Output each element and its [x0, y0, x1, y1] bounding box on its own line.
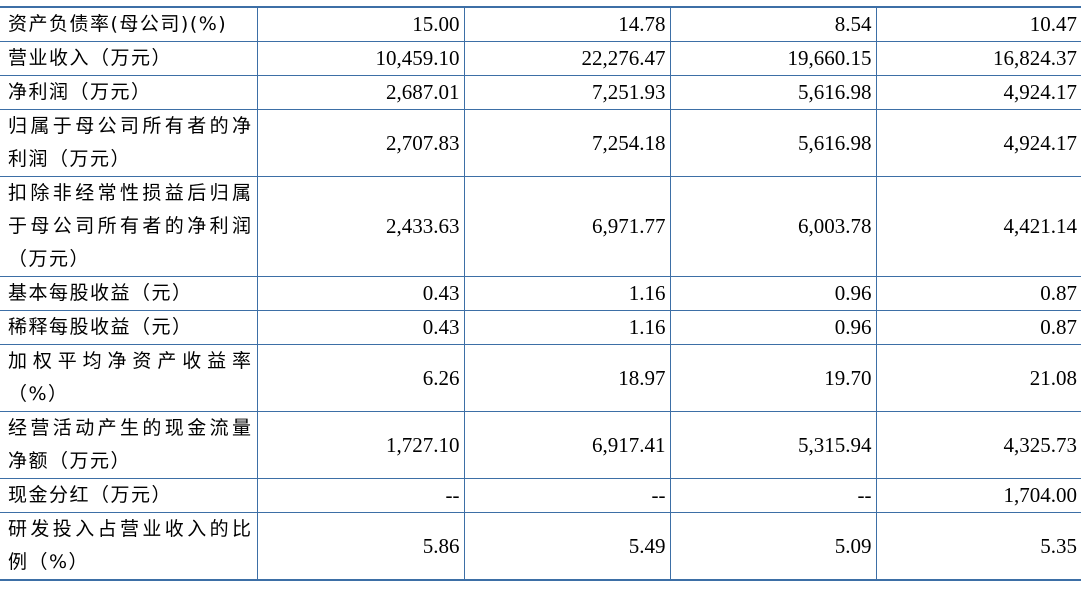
value-cell: 0.87: [875, 276, 1081, 311]
row-label: 净利润（万元）: [0, 75, 258, 110]
table-row: 经营活动产生的现金流量净额（万元） 1,727.10 6,917.41 5,31…: [0, 411, 1081, 479]
row-label: 扣除非经常性损益后归属于母公司所有者的净利润（万元）: [0, 176, 258, 277]
table-row: 基本每股收益（元） 0.43 1.16 0.96 0.87: [0, 276, 1081, 311]
value-cell: 6,917.41: [463, 411, 671, 479]
value-cell: 2,707.83: [256, 109, 465, 177]
value-cell: 6,971.77: [463, 176, 671, 277]
table-row: 现金分红（万元） -- -- -- 1,704.00: [0, 478, 1081, 513]
row-label: 研发投入占营业收入的比例（%）: [0, 512, 258, 579]
table-row: 加权平均净资产收益率（%） 6.26 18.97 19.70 21.08: [0, 344, 1081, 412]
table-row: 研发投入占营业收入的比例（%） 5.86 5.49 5.09 5.35: [0, 512, 1081, 579]
value-cell: 5,616.98: [669, 75, 877, 110]
table-row: 稀释每股收益（元） 0.43 1.16 0.96 0.87: [0, 310, 1081, 345]
value-cell: --: [463, 478, 671, 513]
value-cell: 5.35: [875, 512, 1081, 579]
value-cell: 6,003.78: [669, 176, 877, 277]
row-label: 营业收入（万元）: [0, 41, 258, 76]
value-cell: 1.16: [463, 276, 671, 311]
value-cell: 4,924.17: [875, 75, 1081, 110]
value-cell: 14.78: [463, 8, 671, 42]
value-cell: 16,824.37: [875, 41, 1081, 76]
table-row: 营业收入（万元） 10,459.10 22,276.47 19,660.15 1…: [0, 41, 1081, 76]
value-cell: 15.00: [256, 8, 465, 42]
value-cell: 5.86: [256, 512, 465, 579]
value-cell: 0.43: [256, 276, 465, 311]
value-cell: 4,325.73: [875, 411, 1081, 479]
row-label: 加权平均净资产收益率（%）: [0, 344, 258, 412]
value-cell: 7,251.93: [463, 75, 671, 110]
row-label: 归属于母公司所有者的净利润（万元）: [0, 109, 258, 177]
value-cell: 0.96: [669, 310, 877, 345]
table-row: 归属于母公司所有者的净利润（万元） 2,707.83 7,254.18 5,61…: [0, 109, 1081, 177]
value-cell: 18.97: [463, 344, 671, 412]
row-label: 现金分红（万元）: [0, 478, 258, 513]
value-cell: 2,687.01: [256, 75, 465, 110]
value-cell: 2,433.63: [256, 176, 465, 277]
value-cell: 0.87: [875, 310, 1081, 345]
value-cell: 22,276.47: [463, 41, 671, 76]
table-row: 资产负债率(母公司)(%) 15.00 14.78 8.54 10.47: [0, 8, 1081, 42]
value-cell: 7,254.18: [463, 109, 671, 177]
value-cell: 5.49: [463, 512, 671, 579]
row-label: 资产负债率(母公司)(%): [0, 8, 258, 42]
value-cell: 5,616.98: [669, 109, 877, 177]
table-row: 扣除非经常性损益后归属于母公司所有者的净利润（万元） 2,433.63 6,97…: [0, 176, 1081, 277]
value-cell: 1,704.00: [875, 478, 1081, 513]
value-cell: 10,459.10: [256, 41, 465, 76]
value-cell: 21.08: [875, 344, 1081, 412]
value-cell: 19.70: [669, 344, 877, 412]
row-label: 经营活动产生的现金流量净额（万元）: [0, 411, 258, 479]
value-cell: 8.54: [669, 8, 877, 42]
value-cell: 4,421.14: [875, 176, 1081, 277]
value-cell: 5.09: [669, 512, 877, 579]
value-cell: 0.96: [669, 276, 877, 311]
value-cell: 19,660.15: [669, 41, 877, 76]
table-row: 净利润（万元） 2,687.01 7,251.93 5,616.98 4,924…: [0, 75, 1081, 110]
value-cell: 1.16: [463, 310, 671, 345]
value-cell: 10.47: [875, 8, 1081, 42]
row-label: 基本每股收益（元）: [0, 276, 258, 311]
financial-indicators-table: 资产负债率(母公司)(%) 15.00 14.78 8.54 10.47 营业收…: [0, 8, 1081, 579]
value-cell: --: [669, 478, 877, 513]
table-bottom-rule: [0, 579, 1081, 581]
value-cell: 4,924.17: [875, 109, 1081, 177]
value-cell: 0.43: [256, 310, 465, 345]
table-top-rule: [0, 6, 1081, 8]
value-cell: 5,315.94: [669, 411, 877, 479]
row-label: 稀释每股收益（元）: [0, 310, 258, 345]
value-cell: --: [256, 478, 465, 513]
value-cell: 6.26: [256, 344, 465, 412]
financial-indicators-table-wrapper: 资产负债率(母公司)(%) 15.00 14.78 8.54 10.47 营业收…: [0, 6, 1081, 581]
value-cell: 1,727.10: [256, 411, 465, 479]
